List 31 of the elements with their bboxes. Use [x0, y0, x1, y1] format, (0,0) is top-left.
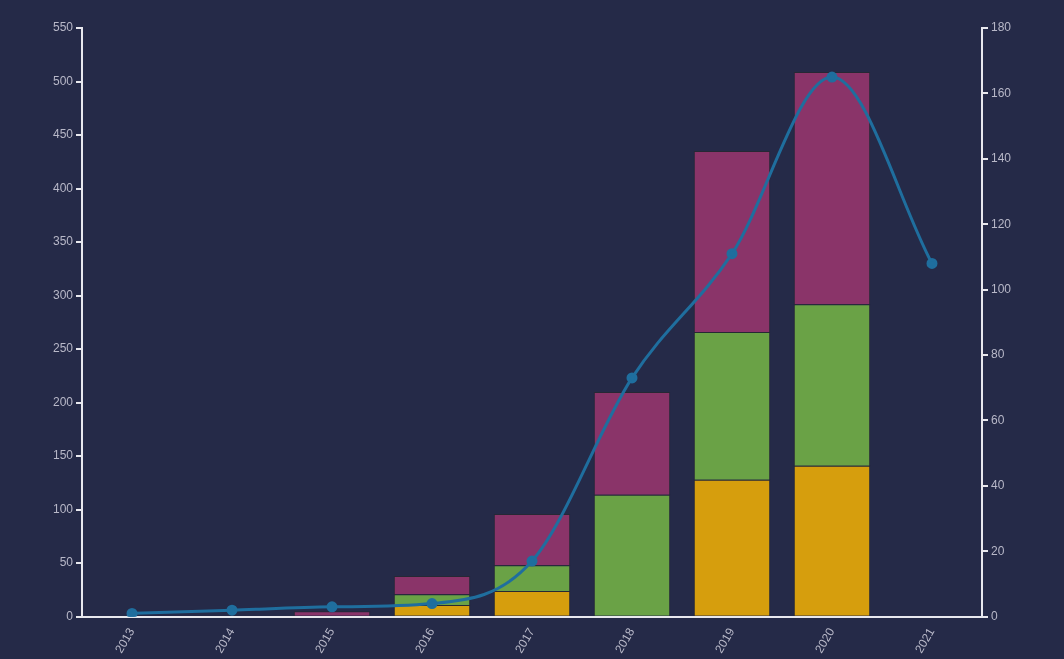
point: [526, 555, 538, 567]
y2-tick-label: 0: [990, 608, 998, 623]
point: [326, 601, 338, 613]
point: [926, 257, 938, 269]
y-tick-label: 100: [52, 501, 74, 516]
y-tick-label: 200: [52, 394, 74, 409]
y-tick-label: 50: [59, 555, 74, 570]
y2-tick-label: 180: [990, 20, 1012, 35]
y-tick-label: 250: [52, 341, 74, 356]
point: [226, 604, 238, 616]
y-tick-label: 550: [52, 20, 74, 35]
y-tick-label: 0: [66, 608, 74, 623]
y2-tick-label: 140: [990, 151, 1012, 166]
point: [726, 248, 738, 260]
point: [826, 71, 838, 83]
y2-tick-label: 20: [990, 543, 1005, 558]
y-tick-label: 450: [52, 127, 74, 142]
point: [426, 598, 438, 610]
y2-tick-label: 80: [990, 347, 1005, 362]
y2-tick-label: 160: [990, 85, 1012, 100]
y-tick-label: 300: [52, 287, 74, 302]
y2-tick-label: 120: [990, 216, 1012, 231]
y2-tick-label: 40: [990, 478, 1005, 493]
y-tick-label: 400: [52, 180, 74, 195]
y-tick-label: 150: [52, 448, 74, 463]
point: [126, 607, 138, 617]
y2-tick-label: 100: [990, 281, 1012, 296]
y-tick-label: 350: [52, 234, 74, 249]
point: [626, 372, 638, 384]
y-tick-label: 500: [52, 73, 74, 88]
y2-tick-label: 60: [990, 412, 1005, 427]
